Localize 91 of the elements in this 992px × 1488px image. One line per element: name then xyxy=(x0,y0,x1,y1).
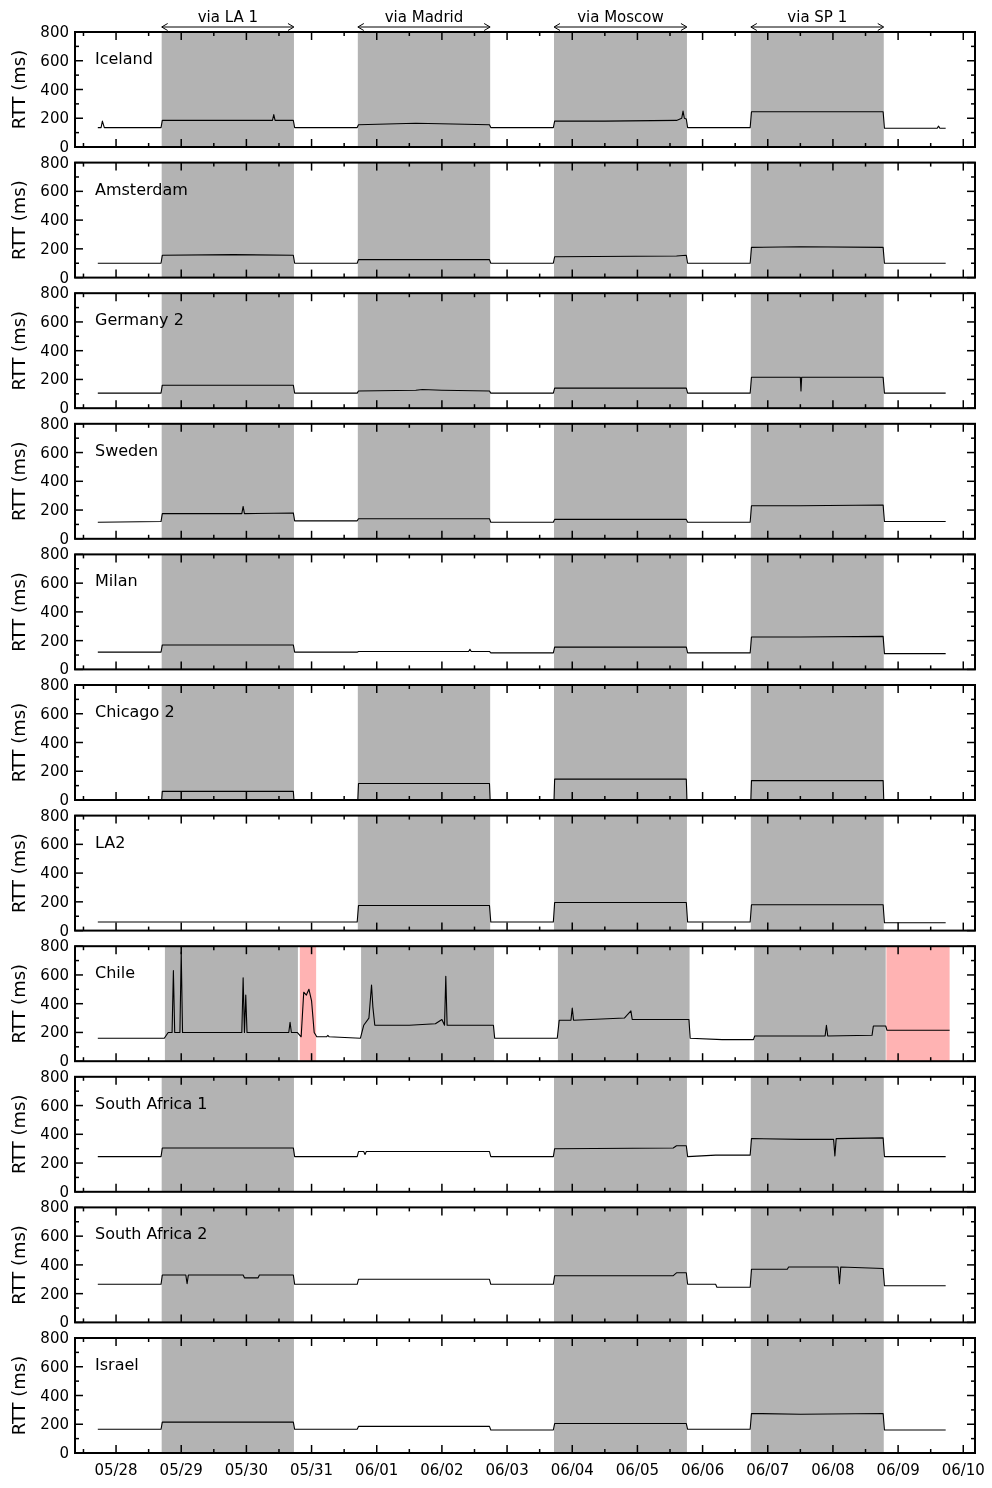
y-tick-label: 800 xyxy=(40,676,69,694)
y-tick-label: 600 xyxy=(40,704,69,723)
y-axis-title: RTT (ms) xyxy=(8,180,29,260)
x-tick-label: 06/03 xyxy=(485,1461,529,1479)
x-tick-label: 06/02 xyxy=(420,1461,464,1479)
y-tick-label: 0 xyxy=(59,1313,69,1332)
y-axis-title: RTT (ms) xyxy=(8,1094,29,1175)
x-tick-label: 06/04 xyxy=(550,1461,594,1479)
y-tick-label: 600 xyxy=(40,1227,69,1246)
y-tick-label: 0 xyxy=(59,138,69,156)
text: Amsterdam xyxy=(95,179,188,199)
y-tick-label: 200 xyxy=(40,501,69,520)
text: South Africa 2 xyxy=(95,1224,208,1244)
y-axis-title: RTT (ms) xyxy=(8,833,29,913)
band-label: via SP 1 xyxy=(787,8,848,26)
text: LA2 xyxy=(95,832,126,852)
y-tick-label: 800 xyxy=(40,1329,69,1347)
y-axis-title: RTT (ms) xyxy=(8,572,29,652)
y-tick-label: 400 xyxy=(40,602,69,621)
y-tick-label: 800 xyxy=(40,806,69,825)
x-tick-label: 06/01 xyxy=(355,1461,399,1479)
y-tick-label: 200 xyxy=(40,631,69,650)
x-tick-label: 05/28 xyxy=(94,1461,138,1479)
x-tick-label: 06/09 xyxy=(876,1461,920,1479)
x-tick-label: 05/31 xyxy=(289,1461,334,1479)
y-tick-label: 800 xyxy=(40,937,69,956)
y-axis-title: RTT (ms) xyxy=(8,49,29,130)
y-tick-label: 600 xyxy=(40,182,69,201)
y-tick-label: 600 xyxy=(40,1096,69,1115)
y-tick-label: 200 xyxy=(40,370,69,389)
x-tick-label: 06/05 xyxy=(615,1461,660,1479)
x-tick-label: 05/29 xyxy=(159,1461,203,1479)
x-tick-label: 06/08 xyxy=(811,1461,855,1479)
y-tick-label: 800 xyxy=(40,284,69,303)
y-tick-label: 200 xyxy=(40,239,69,258)
y-tick-label: 200 xyxy=(40,1415,69,1434)
y-tick-label: 0 xyxy=(59,791,69,809)
y-axis-title: RTT (ms) xyxy=(8,963,29,1044)
text: Iceland xyxy=(95,49,153,68)
y-tick-label: 600 xyxy=(40,835,69,854)
y-axis-title: RTT (ms) xyxy=(8,702,29,783)
x-tick-label: 06/07 xyxy=(746,1461,790,1479)
y-tick-label: 400 xyxy=(40,1386,69,1405)
x-tick-label: 06/10 xyxy=(941,1461,985,1479)
y-axis-title: RTT (ms) xyxy=(8,310,29,391)
y-tick-label: 0 xyxy=(59,921,69,940)
y-tick-label: 600 xyxy=(40,312,69,331)
y-axis-title: RTT (ms) xyxy=(8,1225,29,1305)
y-tick-label: 200 xyxy=(40,892,69,911)
band-label: via Madrid xyxy=(384,8,464,26)
y-tick-label: 600 xyxy=(40,51,69,70)
band-label: via LA 1 xyxy=(197,8,258,26)
x-tick-label: 05/30 xyxy=(224,1461,269,1479)
y-tick-label: 400 xyxy=(40,80,69,99)
band-label: via Moscow xyxy=(577,8,664,26)
y-tick-label: 0 xyxy=(59,268,69,287)
y-tick-label: 600 xyxy=(40,443,69,462)
y-axis-title: RTT (ms) xyxy=(8,441,29,522)
y-tick-label: 200 xyxy=(40,1023,69,1042)
y-tick-label: 400 xyxy=(40,211,69,230)
y-tick-label: 0 xyxy=(59,660,69,679)
text: Israel xyxy=(95,1355,139,1374)
y-tick-label: 800 xyxy=(40,1198,69,1217)
text: Chile xyxy=(95,963,136,983)
y-tick-label: 200 xyxy=(40,109,69,128)
y-tick-label: 0 xyxy=(59,1182,69,1201)
y-tick-label: 400 xyxy=(40,994,69,1013)
y-tick-label: 400 xyxy=(40,341,69,360)
y-tick-label: 200 xyxy=(40,1284,69,1303)
y-tick-label: 200 xyxy=(40,762,69,781)
y-tick-label: 800 xyxy=(40,545,69,564)
text: Sweden xyxy=(95,440,159,460)
y-tick-label: 0 xyxy=(59,529,69,548)
y-tick-label: 600 xyxy=(40,965,69,984)
y-tick-label: 600 xyxy=(40,574,69,593)
y-tick-label: 800 xyxy=(40,23,69,41)
y-tick-label: 400 xyxy=(40,733,69,752)
y-tick-label: 0 xyxy=(59,1444,69,1462)
x-tick-label: 06/06 xyxy=(680,1461,725,1479)
y-tick-label: 600 xyxy=(40,1357,69,1376)
y-tick-label: 800 xyxy=(40,153,69,172)
y-axis-title: RTT (ms) xyxy=(8,1355,29,1436)
text: Germany 2 xyxy=(95,310,184,330)
text: Chicago 2 xyxy=(95,702,175,721)
y-tick-label: 400 xyxy=(40,1255,69,1274)
text: South Africa 1 xyxy=(95,1093,208,1113)
y-tick-label: 200 xyxy=(40,1154,69,1173)
y-tick-label: 400 xyxy=(40,1125,69,1144)
text: Milan xyxy=(95,571,138,591)
y-tick-label: 400 xyxy=(40,864,69,883)
y-tick-label: 400 xyxy=(40,472,69,491)
